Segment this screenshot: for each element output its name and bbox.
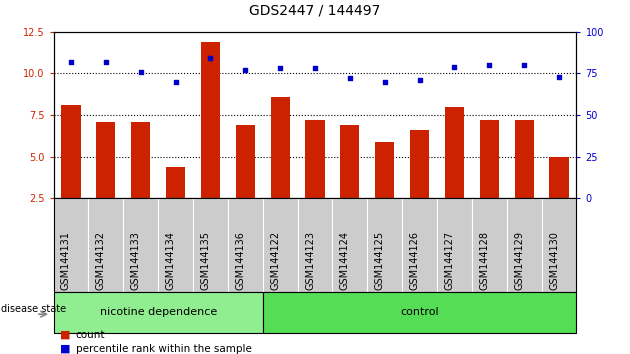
Point <box>240 67 250 73</box>
Point <box>345 76 355 81</box>
Text: GSM144132: GSM144132 <box>96 231 106 290</box>
Point <box>310 65 320 71</box>
Point <box>415 77 425 83</box>
Text: GSM144133: GSM144133 <box>130 232 140 290</box>
Text: ■: ■ <box>60 330 71 339</box>
Text: GSM144122: GSM144122 <box>270 231 280 290</box>
Bar <box>96 122 115 240</box>
Text: GSM144136: GSM144136 <box>235 232 245 290</box>
Point <box>205 56 215 61</box>
Point <box>171 79 181 85</box>
Text: GSM144128: GSM144128 <box>479 231 490 290</box>
Bar <box>201 42 220 240</box>
Bar <box>410 130 429 240</box>
Text: percentile rank within the sample: percentile rank within the sample <box>76 344 251 354</box>
Text: count: count <box>76 330 105 339</box>
Bar <box>270 97 290 240</box>
Point <box>135 69 146 75</box>
Bar <box>131 122 151 240</box>
Point <box>380 79 390 85</box>
Point <box>66 59 76 65</box>
Text: GSM144135: GSM144135 <box>200 231 210 290</box>
Text: GSM144130: GSM144130 <box>549 232 559 290</box>
Text: disease state: disease state <box>1 304 66 314</box>
Bar <box>61 105 81 240</box>
Point <box>101 59 111 65</box>
Text: GSM144123: GSM144123 <box>305 231 315 290</box>
Text: GSM144126: GSM144126 <box>410 231 420 290</box>
Text: GSM144124: GSM144124 <box>340 231 350 290</box>
Text: GSM144134: GSM144134 <box>166 232 176 290</box>
Point <box>554 74 564 80</box>
Point <box>519 62 529 68</box>
Bar <box>236 125 255 240</box>
Text: nicotine dependence: nicotine dependence <box>100 307 217 318</box>
Bar <box>375 142 394 240</box>
Text: GSM144127: GSM144127 <box>444 231 454 290</box>
Text: GSM144125: GSM144125 <box>375 231 385 290</box>
Bar <box>515 120 534 240</box>
Point <box>449 64 459 70</box>
Bar <box>549 156 569 240</box>
Point <box>484 62 495 68</box>
Text: ■: ■ <box>60 344 71 354</box>
Text: GSM144129: GSM144129 <box>514 231 524 290</box>
Bar <box>166 167 185 240</box>
Text: GSM144131: GSM144131 <box>61 232 71 290</box>
Bar <box>340 125 360 240</box>
Bar <box>306 120 324 240</box>
Text: control: control <box>400 307 439 318</box>
Point <box>275 65 285 71</box>
Text: GDS2447 / 144497: GDS2447 / 144497 <box>249 4 381 18</box>
Bar <box>445 107 464 240</box>
Bar <box>479 120 499 240</box>
